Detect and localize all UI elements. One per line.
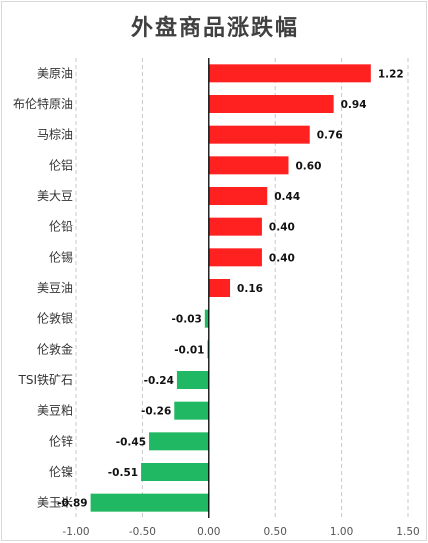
category-label: 伦锡: [49, 249, 73, 264]
category-label: 美大豆: [37, 189, 73, 203]
category-label: 伦锌: [49, 433, 73, 448]
bar: [204, 309, 209, 328]
bar: [208, 279, 231, 297]
category-label: 伦敦银: [37, 311, 73, 326]
value-label: -0.51: [108, 467, 138, 479]
category-label: 伦敦金: [37, 341, 73, 356]
bar: [174, 401, 209, 420]
chart-title: 外盘商品涨跌幅: [130, 15, 299, 41]
category-label: 美原油: [37, 66, 73, 80]
x-tick-label: -1.00: [62, 526, 89, 538]
value-label: -0.45: [116, 436, 146, 448]
bar: [208, 125, 310, 144]
value-label: 0.94: [341, 99, 367, 111]
category-label: 美豆油: [37, 281, 73, 295]
value-label: -0.24: [144, 375, 174, 387]
x-tick-label: 0.50: [264, 526, 287, 538]
value-label: 0.44: [274, 191, 300, 203]
category-label: 美玉米: [37, 496, 73, 510]
bar: [208, 217, 262, 236]
category-label: 布伦特原油: [13, 96, 73, 111]
x-tick-label: 0.00: [197, 526, 220, 538]
value-label: -0.26: [141, 406, 171, 418]
category-label: 美豆粕: [37, 403, 73, 418]
category-label: 伦镍: [49, 464, 73, 479]
bar: [141, 463, 209, 481]
x-tick-label: -0.50: [129, 526, 156, 538]
value-label: 0.60: [295, 160, 321, 172]
bar: [176, 371, 209, 389]
value-label: -0.03: [172, 314, 202, 326]
bar: [207, 340, 209, 359]
bar: [208, 187, 268, 205]
bar: [208, 248, 262, 267]
value-label: 0.40: [269, 222, 295, 234]
value-label: 1.22: [378, 68, 404, 80]
category-label: TSI铁矿石: [18, 373, 74, 387]
bar: [149, 432, 209, 451]
x-tick-label: 1.00: [330, 526, 353, 538]
value-label: 0.16: [237, 283, 263, 295]
category-label: 伦铝: [49, 157, 73, 172]
value-label: 0.76: [317, 130, 343, 142]
value-label: 0.40: [269, 252, 295, 264]
x-tick-label: 1.50: [396, 526, 419, 538]
bar: [208, 156, 289, 175]
bar: [90, 493, 209, 512]
category-label: 马棕油: [37, 127, 73, 142]
bar: [208, 64, 371, 83]
value-label: -0.01: [174, 344, 204, 356]
category-label: 伦铅: [49, 219, 73, 234]
bar: [208, 95, 334, 113]
value-label: -0.89: [57, 498, 87, 510]
